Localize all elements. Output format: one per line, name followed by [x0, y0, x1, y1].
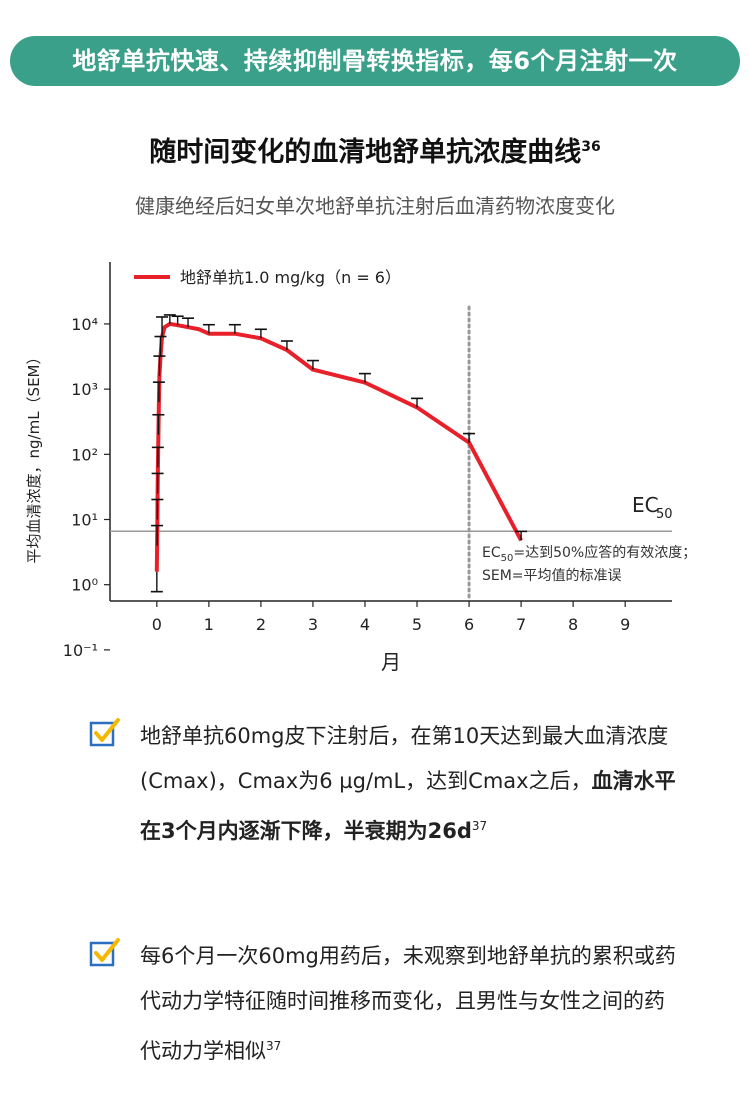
checkbox-icon	[89, 938, 120, 967]
x-tick-label: 7	[516, 615, 526, 634]
y-axis-label: 平均血清浓度，ng/mL（SEM）	[25, 350, 43, 564]
series-line	[154, 321, 523, 572]
concentration-chart: 0 1 2 3 4 5 6 7 8 9 10⁻¹ 10⁰ 10¹ 10² 10³ 10⁴ 月 平均血清浓度，ng/…	[25, 262, 696, 674]
note-2-ref: 37	[266, 1039, 282, 1053]
x-tick-label: 3	[308, 615, 318, 634]
checkbox-icon	[89, 718, 120, 747]
x-axis-label: 月	[381, 650, 401, 674]
chart-subtitle: 健康绝经后妇女单次地舒单抗注射后血清药物浓度变化	[135, 194, 615, 218]
note-1-text: 地舒单抗60mg皮下注射后，在第10天达到最大血清浓度(Cmax)，Cmax为6…	[140, 724, 669, 793]
y-tick-label: 10¹	[71, 511, 98, 530]
note-2: 每6个月一次60mg用药后，未观察到地舒单抗的累积或药代动力学特征随时间推移而变…	[140, 934, 680, 1074]
x-tick-label: 2	[256, 615, 266, 634]
x-tick-label: 5	[412, 615, 422, 634]
annotation-line-2: SEM=平均值的标准误	[482, 568, 622, 584]
y-tick-label: 10³	[71, 380, 98, 399]
x-tick-label: 4	[360, 615, 370, 634]
note-1-bold: 血清水平在3个月内逐渐下降，半衰期为26d	[140, 769, 676, 843]
note-2-text: 每6个月一次60mg用药后，未观察到地舒单抗的累积或药代动力学特征随时间推移而变…	[140, 944, 676, 1063]
ec50-label-sub: 50	[656, 507, 673, 522]
x-tick-label: 9	[620, 615, 630, 634]
x-tick-label: 1	[204, 615, 214, 634]
chart-title-text: 随时间变化的血清地舒单抗浓度曲线	[149, 137, 582, 168]
legend-label: 地舒单抗1.0 mg/kg（n = 6）	[180, 268, 401, 287]
y-tick-label: 10⁴	[71, 315, 98, 334]
x-tick-label: 0	[152, 615, 162, 634]
title-reference: 36	[581, 139, 601, 155]
y-tick-label: 10⁻¹	[63, 641, 98, 660]
annotation-line-1: EC50=达到50%应答的有效浓度；	[482, 544, 696, 564]
note-1: 地舒单抗60mg皮下注射后，在第10天达到最大血清浓度(Cmax)，Cmax为6…	[140, 714, 680, 854]
y-tick-label: 10⁰	[71, 576, 98, 595]
x-tick-label: 6	[464, 615, 474, 634]
y-tick-label: 10²	[71, 445, 98, 464]
ec50-label: EC	[632, 493, 659, 517]
note-1-ref: 37	[471, 819, 488, 833]
x-tick-label: 8	[568, 615, 578, 634]
chart-title: 随时间变化的血清地舒单抗浓度曲线36	[0, 130, 750, 169]
header-banner: 地舒单抗快速、持续抑制骨转换指标，每6个月注射一次	[10, 36, 740, 86]
